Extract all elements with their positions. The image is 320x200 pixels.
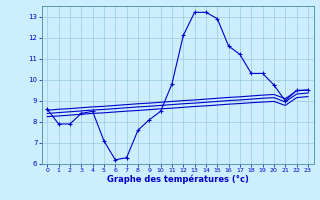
X-axis label: Graphe des températures (°c): Graphe des températures (°c) — [107, 175, 249, 184]
